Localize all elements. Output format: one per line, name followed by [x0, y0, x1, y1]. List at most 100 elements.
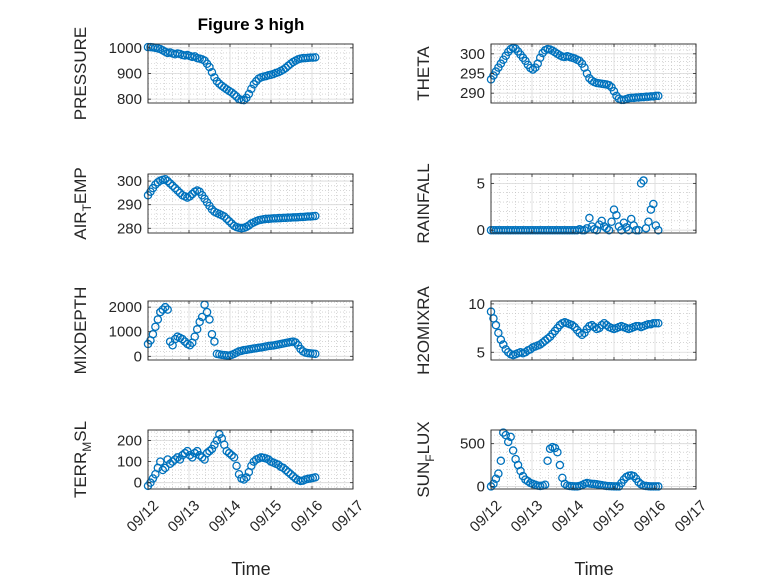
- data-point: [649, 318, 658, 328]
- data-point: [506, 432, 515, 442]
- y-tick-label: 0: [477, 222, 485, 239]
- y-axis-label-subscript: F: [423, 454, 437, 461]
- data-point: [197, 453, 207, 462]
- data-point: [528, 65, 538, 74]
- subplot-3: 280 290 300 AIRTEMP: [71, 167, 354, 240]
- data-point: [604, 225, 614, 235]
- data-point: [577, 330, 587, 340]
- data-point: [192, 446, 202, 456]
- y-tick-label: 100: [117, 454, 142, 471]
- data-series: [486, 307, 663, 360]
- data-point: [602, 224, 611, 233]
- y-axis-label-main: MIXDEPTH: [71, 287, 90, 375]
- data-point: [499, 340, 508, 349]
- data-point: [205, 315, 214, 324]
- data-point: [197, 312, 207, 322]
- data-point: [156, 457, 165, 466]
- data-point: [227, 88, 236, 97]
- data-point: [580, 225, 589, 235]
- data-point: [651, 482, 661, 491]
- y-axis-label: AIRTEMP: [71, 167, 94, 240]
- y-tick-label: 1000: [109, 40, 142, 57]
- data-point: [516, 466, 525, 476]
- data-point: [210, 337, 219, 346]
- data-point: [311, 211, 320, 221]
- data-point: [224, 448, 234, 458]
- axes-box: [147, 429, 354, 490]
- y-tick-label: 0: [477, 478, 485, 495]
- plot-area: [491, 174, 696, 233]
- data-point: [175, 455, 185, 464]
- data-point: [224, 216, 234, 226]
- y-tick-label: 0: [134, 348, 142, 365]
- subplot-4: 0 5 RAINFALL: [414, 163, 697, 244]
- data-point: [491, 474, 501, 483]
- data-point: [491, 320, 501, 330]
- data-point: [229, 453, 239, 462]
- axes-box: [490, 300, 697, 361]
- data-point: [575, 56, 584, 66]
- data-point: [651, 91, 661, 101]
- y-axis-label: PRESSURE: [71, 27, 90, 121]
- data-point: [190, 448, 199, 458]
- data-point: [163, 305, 172, 314]
- data-series: [143, 42, 320, 105]
- data-point: [283, 467, 293, 477]
- y-axis-label-tail: EMP: [71, 167, 90, 204]
- data-point: [192, 325, 202, 334]
- y-tick-label: 5: [477, 344, 485, 361]
- data-point: [499, 428, 508, 437]
- data-point: [227, 451, 236, 460]
- data-point: [207, 329, 217, 339]
- axes-box: [490, 173, 697, 234]
- data-point: [239, 475, 249, 484]
- data-point: [185, 340, 195, 350]
- data-point: [649, 482, 658, 491]
- figure-title: Figure 3 high: [198, 15, 305, 34]
- data-series: [143, 429, 320, 491]
- subplot-6: 5 10 H2OMIXRA: [414, 285, 697, 375]
- y-tick-label: 800: [117, 91, 142, 108]
- data-point: [234, 469, 244, 479]
- x-axis-label-left: Time: [231, 559, 270, 579]
- y-tick-label: 280: [117, 220, 142, 237]
- y-tick-label: 290: [460, 85, 485, 102]
- data-point: [577, 225, 587, 235]
- y-axis-label-main: RAINFALL: [414, 163, 433, 243]
- x-axis-label-right: Time: [574, 559, 613, 579]
- data-point: [639, 176, 648, 185]
- data-point: [555, 460, 565, 470]
- data-point: [311, 53, 320, 62]
- y-axis-label: MIXDEPTH: [71, 287, 90, 375]
- data-point: [185, 192, 195, 201]
- y-tick-label: 2000: [109, 299, 142, 316]
- data-point: [629, 471, 638, 481]
- subplot-2: 290 295 300 THETA: [414, 43, 697, 105]
- data-point: [183, 446, 192, 456]
- data-point: [607, 217, 616, 227]
- data-point: [244, 89, 254, 99]
- data-point: [146, 478, 155, 487]
- data-point: [195, 451, 204, 460]
- data-series: [486, 176, 663, 235]
- y-axis-label-main: H2OMIXRA: [414, 285, 433, 374]
- data-point: [511, 44, 520, 53]
- data-point: [654, 318, 663, 328]
- y-axis-label-main: THETA: [414, 46, 433, 101]
- y-tick-label: 295: [460, 66, 485, 83]
- data-point: [205, 446, 214, 456]
- data-point: [286, 469, 295, 479]
- y-tick-label: 300: [460, 46, 485, 63]
- y-tick-label: 0: [134, 475, 142, 492]
- y-axis-label-main: SUN: [414, 462, 433, 498]
- data-point: [160, 174, 170, 184]
- data-point: [153, 315, 163, 324]
- data-point: [550, 443, 560, 453]
- y-axis-label-main: TERR: [71, 452, 90, 498]
- data-point: [239, 95, 249, 105]
- data-point: [567, 320, 577, 330]
- data-point: [311, 349, 320, 359]
- data-point: [222, 214, 231, 224]
- y-axis-label: H2OMIXRA: [414, 285, 433, 374]
